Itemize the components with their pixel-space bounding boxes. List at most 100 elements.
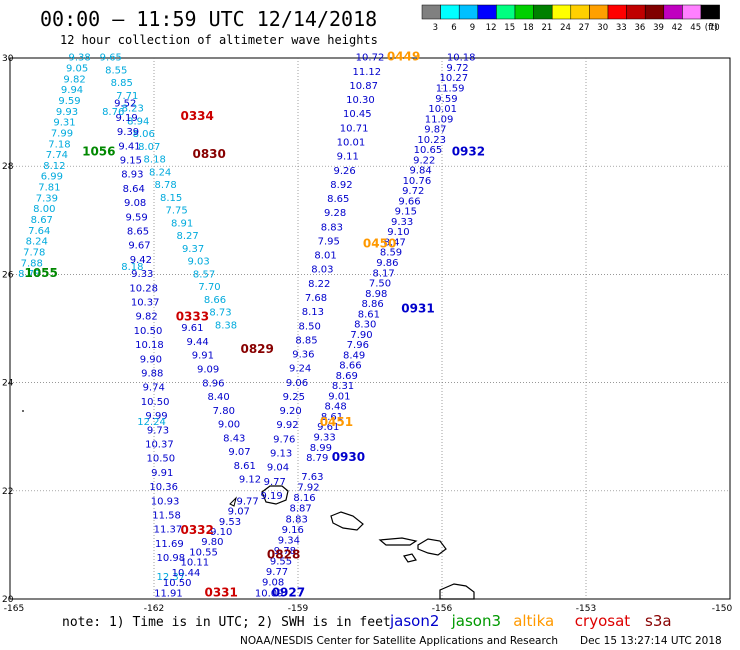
wave-height-value: 10.18 <box>447 53 476 64</box>
lon-label: -159 <box>288 604 309 614</box>
island-outline <box>378 537 418 546</box>
pass-time-label: 0828 <box>267 547 300 561</box>
wave-height-value: 9.25 <box>283 392 305 403</box>
wave-height-value: 8.66 <box>204 295 226 306</box>
island-dot <box>22 410 24 412</box>
wave-height-value: 9.12 <box>239 475 261 486</box>
wave-height-value: 9.00 <box>218 420 240 431</box>
wave-height-value: 9.05 <box>66 64 88 75</box>
colorbar-swatch <box>496 4 516 20</box>
hawaii-coastline <box>22 410 475 600</box>
wave-height-value: 11.69 <box>155 539 184 550</box>
wave-height-value: 9.87 <box>424 125 446 136</box>
wave-height-value: 10.01 <box>428 104 457 115</box>
wave-height-value: 10.30 <box>346 95 375 106</box>
wave-height-value: 8.65 <box>327 194 349 205</box>
wave-height-value: 8.86 <box>361 299 383 310</box>
wave-height-value: 9.88 <box>141 369 163 380</box>
wave-height-value: 9.74 <box>143 383 165 394</box>
wave-height-value: 8.93 <box>121 170 143 181</box>
island-outline <box>403 553 417 563</box>
wave-height-value: 10.87 <box>349 81 378 92</box>
wave-height-value: 9.72 <box>402 186 424 197</box>
wave-height-value: 7.80 <box>213 406 235 417</box>
pass-time-labels: 1055 1056 0334 0830 0333 0829 0332 0828 0331 0927… <box>24 50 485 600</box>
satellite-legend-item: s3a <box>645 612 672 630</box>
wave-height-value: 11.12 <box>353 67 382 78</box>
colorbar-swatch <box>421 4 441 20</box>
colorbar-tick: 18 <box>523 23 534 33</box>
wave-height-value: 8.83 <box>286 514 308 525</box>
wave-height-value: 9.61 <box>181 323 203 334</box>
pass-time-label: 0333 <box>176 309 209 323</box>
wave-height-value: 9.78 <box>274 546 296 557</box>
wave-height-value: 8.24 <box>26 237 48 248</box>
wave-height-value: 12.24 <box>137 417 166 428</box>
wave-height-value: 9.55 <box>270 557 292 568</box>
wave-height-value: 7.78 <box>23 247 45 258</box>
colorbar-tick: 70 <box>709 23 720 33</box>
wave-height-value: 9.72 <box>446 63 468 74</box>
lat-label: 24 <box>2 379 14 389</box>
wave-height-value: 8.16 <box>293 493 315 504</box>
pass-time-label: 0450 <box>363 236 396 250</box>
wave-height-value: 10.55 <box>189 547 218 558</box>
wave-height-value: 9.59 <box>125 212 147 223</box>
pass-time-label: 0930 <box>332 450 365 464</box>
wave-height-value: 8.83 <box>321 222 343 233</box>
wave-height-value: 9.04 <box>267 463 289 474</box>
wave-height-value: 9.91 <box>192 351 214 362</box>
wave-height-value: 9.10 <box>387 227 409 238</box>
lon-label: -162 <box>144 604 164 614</box>
wave-height-value: 9.16 <box>282 525 304 536</box>
wave-height-value: 9.24 <box>289 364 311 375</box>
colorbar-swatch <box>551 4 572 20</box>
wave-height-value: 10.01 <box>337 138 366 149</box>
wave-height-value: 8.98 <box>365 289 387 300</box>
wave-height-value: 9.19 <box>115 113 137 124</box>
lon-label: -153 <box>576 604 596 614</box>
wave-height-value: 11.59 <box>436 84 465 95</box>
wave-height-value: 9.33 <box>131 269 153 280</box>
wave-height-value: 8.87 <box>289 504 311 515</box>
lat-label: 30 <box>2 54 14 64</box>
island-outline <box>417 538 447 556</box>
wave-height-value: 7.63 <box>301 472 323 483</box>
wave-height-value: 8.64 <box>123 184 145 195</box>
wave-height-value: 9.03 <box>187 257 209 268</box>
wave-height-value: 7.96 <box>347 340 369 351</box>
wave-height-value: 8.30 <box>354 320 376 331</box>
wave-height-value: 10.36 <box>149 482 178 493</box>
wave-height-value: 8.79 <box>306 453 328 464</box>
satellite-legend-item: jason2 <box>389 612 439 630</box>
lon-label: -165 <box>4 604 24 614</box>
wave-height-value: 8.13 <box>302 307 324 318</box>
satellite-legend-item: cryosat <box>575 612 630 630</box>
pass-time-label: 1056 <box>82 144 115 158</box>
wave-height-value: 8.18 <box>144 155 166 166</box>
wave-height-value: 10.65 <box>414 145 443 156</box>
pass-time-label: 0331 <box>204 585 237 599</box>
wave-height-value: 9.20 <box>280 406 302 417</box>
colorbar-swatch <box>663 4 683 20</box>
colorbar-swatch <box>626 4 646 20</box>
wave-height-value: 7.18 <box>48 139 70 150</box>
colorbar-tick: 39 <box>653 23 664 33</box>
wave-height-value: 10.28 <box>129 283 158 294</box>
wave-height-value: 8.61 <box>321 412 343 423</box>
wave-height-value: 8.76 <box>102 107 124 118</box>
wave-height-value: 10.44 <box>172 568 201 579</box>
graticule <box>10 58 730 599</box>
wave-height-value: 8.85 <box>111 78 133 89</box>
wave-height-value: 11.37 <box>154 525 183 536</box>
wave-height-value: 8.12 <box>43 161 65 172</box>
wave-height-value: 8.06 <box>133 129 155 140</box>
colorbar-swatch <box>682 4 702 20</box>
pass-time-label: 0451 <box>320 415 353 429</box>
wave-height-value: 8.78 <box>18 269 40 280</box>
wave-height-value: 8.94 <box>127 116 149 127</box>
wave-height-value: 9.39 <box>117 127 139 138</box>
wave-height-value: 9.26 <box>333 166 355 177</box>
wave-height-value: 8.73 <box>209 308 231 319</box>
wave-height-value: 8.24 <box>149 167 171 178</box>
